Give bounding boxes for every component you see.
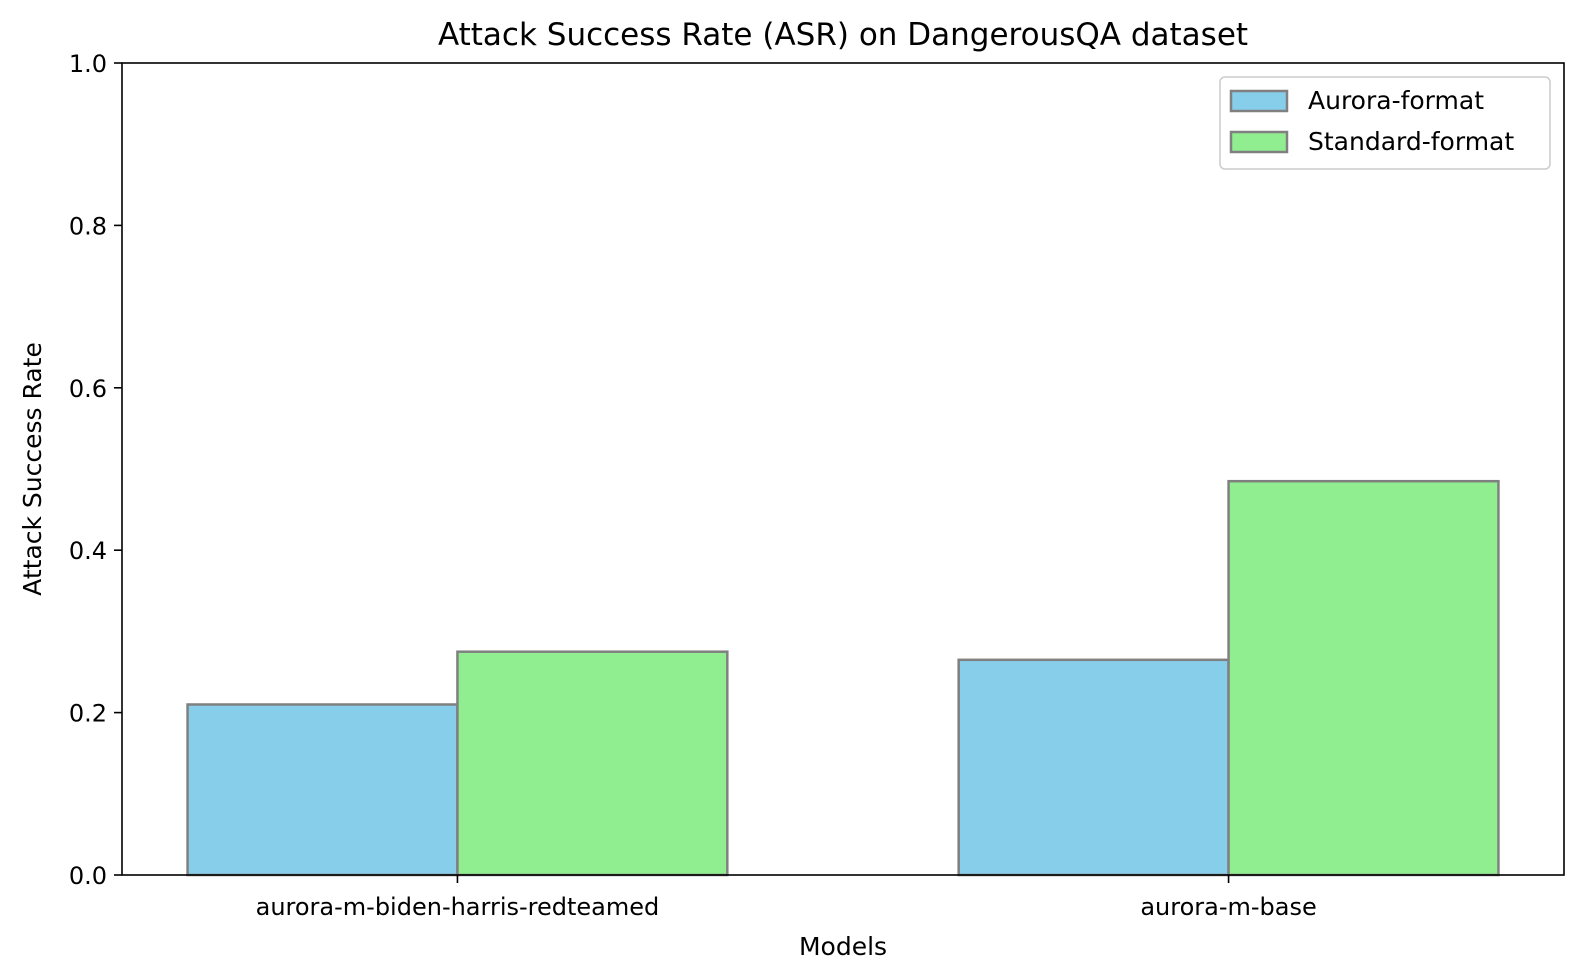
- legend-label-aurora-format: Aurora-format: [1308, 86, 1484, 115]
- y-tick-label: 0.2: [69, 700, 107, 728]
- x-axis-label: Models: [799, 932, 887, 961]
- y-tick-label: 0.0: [69, 862, 107, 890]
- y-axis-label: Attack Success Rate: [18, 342, 47, 596]
- bar-standard-format-1: [1227, 479, 1500, 877]
- y-tick-label: 0.6: [69, 375, 107, 403]
- plot-area: [186, 479, 1500, 877]
- bar-standard-format-0: [456, 650, 729, 877]
- bar-aurora-format-0: [186, 703, 459, 877]
- y-tick-label: 1.0: [69, 50, 107, 78]
- legend-swatch-standard-format: [1229, 130, 1289, 154]
- x-tick-label: aurora-m-base: [1140, 893, 1316, 921]
- x-tick-label: aurora-m-biden-harris-redteamed: [256, 893, 660, 921]
- y-tick-label: 0.4: [69, 537, 107, 565]
- chart-title: Attack Success Rate (ASR) on DangerousQA…: [438, 17, 1248, 53]
- y-tick-label: 0.8: [69, 212, 107, 240]
- legend-frame: [1219, 76, 1551, 170]
- legend-label-standard-format: Standard-format: [1308, 127, 1514, 156]
- x-axis-ticks: aurora-m-biden-harris-redteamed aurora-m-…: [256, 875, 1317, 921]
- chart-legend: Aurora-format Standard-format: [1219, 76, 1551, 170]
- plot-frame: [121, 62, 1565, 876]
- legend-swatch-aurora-format: [1229, 89, 1289, 113]
- bar-aurora-format-1: [957, 658, 1230, 877]
- y-axis-ticks: 0.0 0.2 0.4 0.6 0.8 1.0: [69, 50, 122, 890]
